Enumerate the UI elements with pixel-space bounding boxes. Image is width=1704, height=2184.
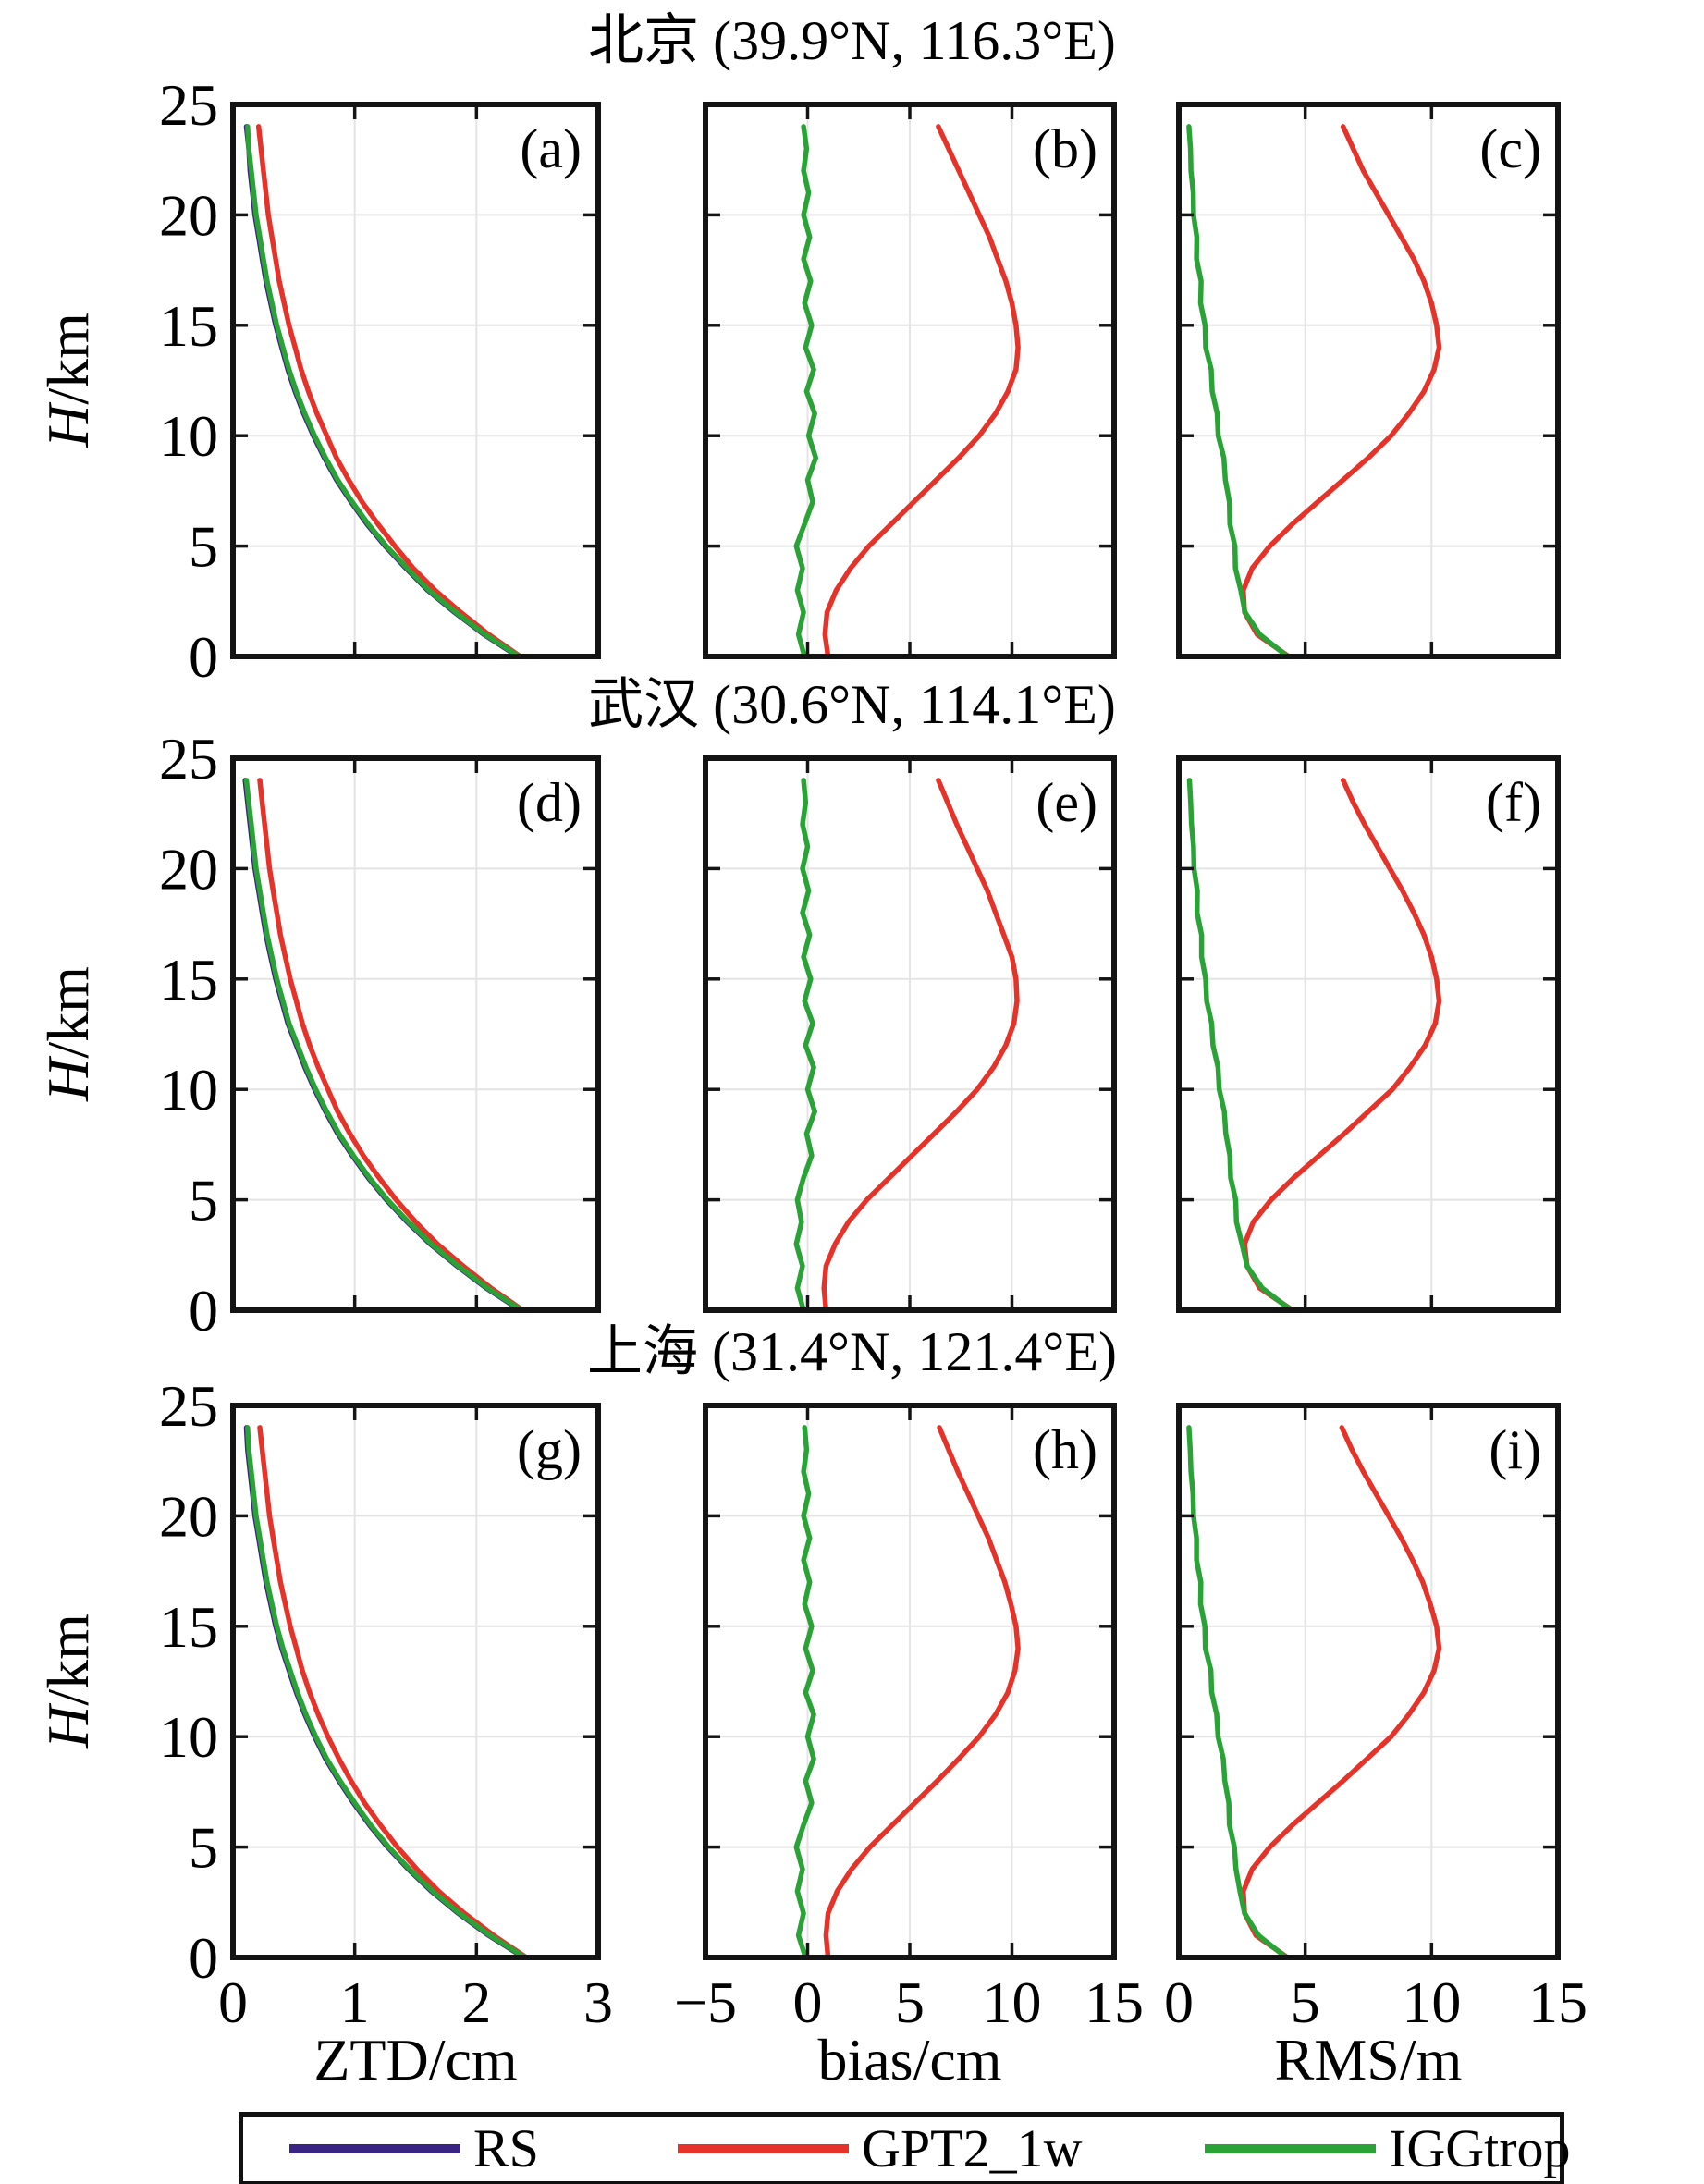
- svg-text:3: 3: [583, 1969, 613, 2035]
- svg-text:(d): (d): [517, 772, 582, 833]
- svg-text:(b): (b): [1033, 118, 1097, 179]
- svg-text:15: 15: [159, 1594, 218, 1660]
- svg-text:15: 15: [1528, 1969, 1588, 2035]
- svg-text:−5: −5: [674, 1969, 737, 2035]
- svg-text:0: 0: [793, 1969, 823, 2035]
- legend-label-rs: RS: [473, 2118, 539, 2178]
- panel-h-bias: (h) −5 0 5 10 15: [674, 1403, 1144, 2035]
- svg-text:15: 15: [1085, 1969, 1144, 2035]
- svg-text:10: 10: [159, 1057, 218, 1123]
- y-axis-label-row1: H/km: [34, 313, 103, 448]
- svg-text:10: 10: [159, 1704, 218, 1770]
- svg-text:20: 20: [159, 1483, 218, 1549]
- y-axis-label-row2: H/km: [35, 966, 101, 1101]
- panel-i-rms: (i) 0 5 10 15: [1164, 1403, 1588, 2035]
- legend-item-gpt2-1w: GPT2_1w: [678, 2117, 1082, 2181]
- legend-label-gpt2-1w: GPT2_1w: [862, 2118, 1083, 2178]
- gpt2-1w-line-swatch: [678, 2144, 849, 2153]
- row-title-beijing: 北京 (39.9°N, 116.3°E): [588, 10, 1116, 71]
- svg-text:5: 5: [189, 514, 218, 580]
- svg-text:5: 5: [1291, 1969, 1320, 2035]
- iggtrop-line-swatch: [1205, 2144, 1376, 2153]
- y-axis-label-h: H: [35, 404, 101, 448]
- svg-text:25: 25: [159, 72, 218, 138]
- svg-text:5: 5: [189, 1168, 218, 1233]
- svg-text:(f): (f): [1486, 772, 1541, 833]
- legend-item-rs: RS: [289, 2117, 539, 2181]
- svg-text:0: 0: [189, 1278, 218, 1344]
- y-axis-label-unit: /km: [35, 313, 101, 405]
- svg-text:0: 0: [1164, 1969, 1194, 2035]
- panel-e-bias: (e): [703, 755, 1117, 1313]
- svg-text:15: 15: [159, 293, 218, 359]
- svg-text:0: 0: [189, 624, 218, 690]
- panel-g-ztd: (g) 0 5 10 15 20 25 0 1 2 3: [159, 1373, 613, 2035]
- svg-text:15: 15: [159, 947, 218, 1012]
- svg-text:0: 0: [218, 1969, 248, 2035]
- row-title-shanghai: 上海 (31.4°N, 121.4°E): [587, 1321, 1117, 1382]
- x-axis-label-bias: bias/cm: [817, 2027, 1002, 2092]
- x-axis-label-ztd: ZTD/cm: [313, 2027, 518, 2092]
- svg-text:25: 25: [159, 726, 218, 791]
- legend-item-iggtrop: IGGtrop: [1205, 2117, 1571, 2181]
- svg-text:0: 0: [189, 1925, 218, 1991]
- svg-text:(h): (h): [1033, 1419, 1097, 1480]
- svg-text:2: 2: [461, 1969, 491, 2035]
- x-axis-label-rms: RMS/m: [1274, 2027, 1463, 2092]
- panel-c-rms: (c): [1176, 102, 1561, 659]
- svg-text:(e): (e): [1036, 772, 1097, 833]
- svg-text:(i): (i): [1489, 1419, 1541, 1480]
- svg-text:1: 1: [340, 1969, 370, 2035]
- svg-text:20: 20: [159, 182, 218, 248]
- panel-a-ztd: (a) 0 5 10 15 20 25: [159, 72, 601, 690]
- svg-text:5: 5: [189, 1815, 218, 1881]
- row-title-wuhan: 武汉 (30.6°N, 114.1°E): [588, 674, 1116, 735]
- svg-text:25: 25: [159, 1373, 218, 1439]
- svg-text:(c): (c): [1479, 118, 1541, 179]
- svg-text:10: 10: [159, 403, 218, 469]
- panel-d-ztd: (d) 0 5 10 15 20 25: [159, 726, 601, 1344]
- y-axis-label-row3: H/km: [35, 1613, 101, 1748]
- svg-text:5: 5: [895, 1969, 925, 2035]
- rs-line-swatch: [289, 2144, 460, 2153]
- svg-text:(a): (a): [520, 118, 582, 179]
- svg-text:10: 10: [1402, 1969, 1461, 2035]
- svg-text:10: 10: [983, 1969, 1042, 2035]
- panel-b-bias: (b): [703, 102, 1117, 659]
- svg-text:(g): (g): [517, 1419, 582, 1480]
- panel-f-rms: (f): [1176, 755, 1561, 1313]
- legend: RS GPT2_1w IGGtrop: [239, 2112, 1571, 2184]
- svg-text:20: 20: [159, 836, 218, 902]
- legend-label-iggtrop: IGGtrop: [1389, 2118, 1571, 2178]
